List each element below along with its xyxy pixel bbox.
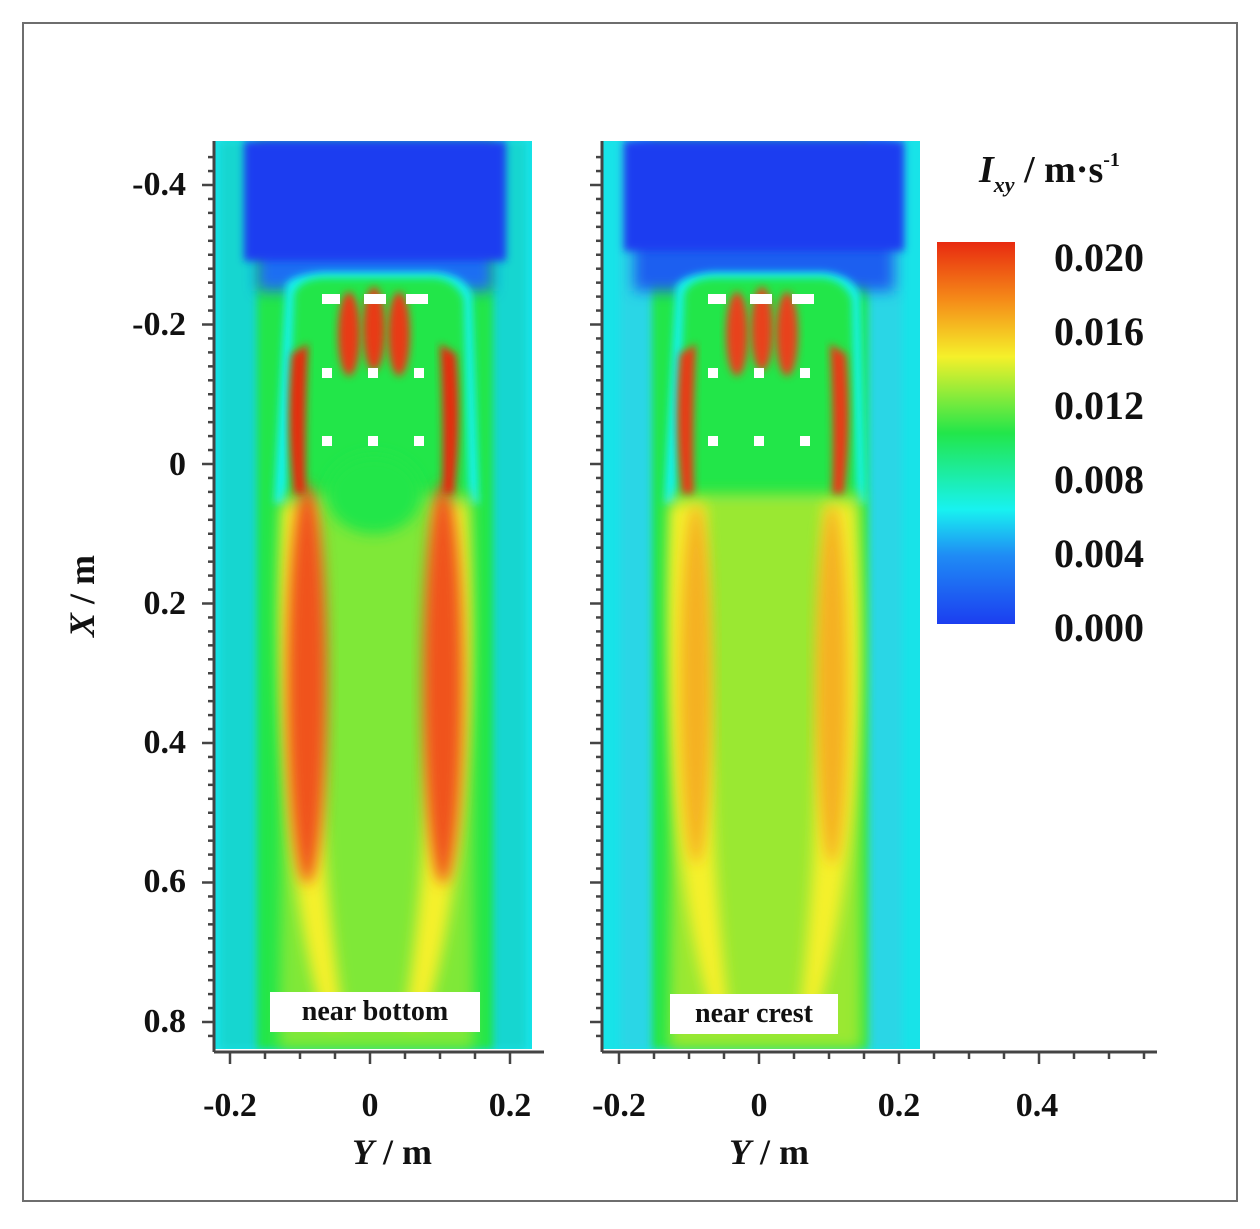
xtick-label: 0.4	[1016, 1087, 1059, 1124]
ytick-label: 0.6	[144, 863, 187, 900]
ytick-label: -0.4	[132, 166, 186, 203]
contour-figure: near bottom near crest -0.4 -0.2 0 0.2 0…	[62, 141, 1157, 1172]
panel-label-left: near bottom	[270, 992, 480, 1032]
y-axis-title: X / m	[62, 555, 102, 638]
colorbar-title: Ixy / m·s-1	[978, 149, 1120, 197]
xtick-label: 0	[362, 1087, 379, 1124]
x-axis-title-left: Y / m	[352, 1132, 432, 1172]
xtick-label: 0	[751, 1087, 768, 1124]
ytick-label: 0.2	[144, 585, 187, 622]
x-ticks	[228, 1052, 1146, 1064]
colorbar-tick: 0.012	[1054, 383, 1144, 428]
grid-bar-markers	[322, 294, 814, 446]
y-ticks-right	[590, 155, 602, 1038]
x-tick-labels: -0.2 0 0.2 -0.2 0 0.2 0.4	[203, 1087, 1058, 1124]
colorbar-gradient	[937, 242, 1015, 624]
colorbar-tick: 0.016	[1054, 309, 1144, 354]
xtick-label: -0.2	[592, 1087, 646, 1124]
panel-label-right: near crest	[670, 994, 838, 1034]
colorbar-tick: 0.008	[1054, 457, 1144, 502]
figure-frame: near bottom near crest -0.4 -0.2 0 0.2 0…	[22, 22, 1238, 1202]
colorbar-tick: 0.020	[1054, 235, 1144, 280]
ytick-label: 0	[169, 446, 186, 483]
ytick-label: 0.8	[144, 1003, 187, 1040]
xtick-label: 0.2	[878, 1087, 921, 1124]
colorbar-tick: 0.000	[1054, 605, 1144, 650]
x-axis-title-right: Y / m	[729, 1132, 809, 1172]
panel-near-bottom	[214, 141, 532, 1049]
xtick-label: -0.2	[203, 1087, 257, 1124]
y-tick-labels: -0.4 -0.2 0 0.2 0.4 0.6 0.8	[132, 166, 186, 1040]
ytick-label: -0.2	[132, 306, 186, 343]
svg-text:near bottom: near bottom	[302, 996, 448, 1027]
xtick-label: 0.2	[489, 1087, 532, 1124]
colorbar-tick: 0.004	[1054, 531, 1144, 576]
ytick-label: 0.4	[144, 724, 187, 761]
svg-text:near crest: near crest	[695, 998, 814, 1029]
colorbar: Ixy / m·s-1 0.020 0.016 0.012 0.008 0.00…	[937, 149, 1144, 650]
axes	[212, 141, 1157, 1054]
panel-near-crest	[602, 141, 920, 1049]
y-ticks-left	[202, 155, 214, 1038]
